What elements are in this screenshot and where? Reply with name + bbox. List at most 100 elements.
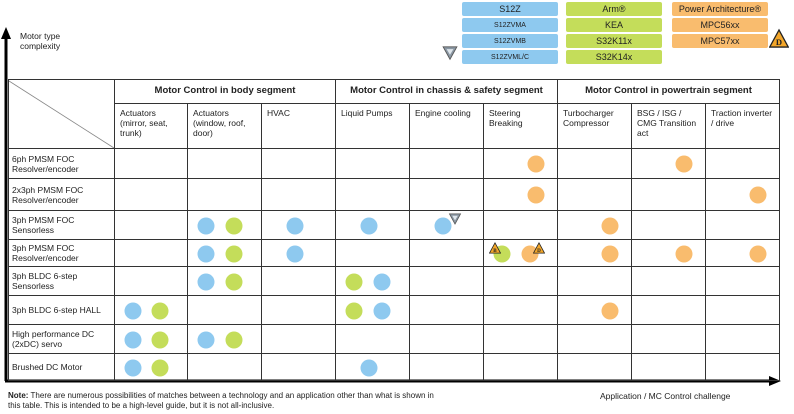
orange-family-match-dot	[527, 186, 545, 204]
svg-text:D: D	[776, 37, 782, 47]
matrix-cell	[558, 179, 632, 211]
matrix-cell	[706, 296, 780, 325]
v-shield-icon	[442, 45, 458, 66]
legend-orange-item: MPC56xx	[672, 18, 768, 32]
green-family-match-dot	[345, 273, 363, 290]
matrix-cell	[558, 296, 632, 325]
matrix-cell	[410, 211, 484, 240]
blue-family-match-dot	[197, 245, 215, 262]
note-label: Note:	[8, 391, 29, 400]
matrix-cell	[262, 149, 336, 179]
column-header: Steering Breaking	[484, 104, 558, 149]
matrix-cell	[115, 267, 188, 296]
matrix-cell	[706, 179, 780, 211]
matrix-cell	[484, 149, 558, 179]
warning-triangle-d-icon: D	[532, 241, 546, 259]
blue-family-match-dot	[434, 217, 452, 234]
matrix-cell	[336, 267, 410, 296]
green-family-match-dot	[225, 273, 243, 290]
note-text: There are numerous possibilities of matc…	[8, 391, 434, 410]
column-header: Actuators (mirror, seat, trunk)	[115, 104, 188, 149]
orange-family-match-dot	[521, 245, 539, 262]
green-family-match-dot	[151, 359, 169, 376]
matrix-cell	[706, 267, 780, 296]
matrix-cell	[188, 149, 262, 179]
matrix-cell	[410, 354, 484, 381]
matrix-cell	[115, 211, 188, 240]
y-axis-arrow	[1, 27, 11, 39]
legend-blue-item: S12ZVMA	[462, 18, 558, 32]
legend-green-item: KEA	[566, 18, 662, 32]
matrix-cell	[336, 325, 410, 354]
footnote: Note: There are numerous possibilities o…	[8, 391, 448, 411]
matrix-cell	[706, 149, 780, 179]
row-header: Brushed DC Motor	[8, 354, 115, 381]
column-header: Traction inverter / drive	[706, 104, 780, 149]
matrix-cell	[706, 325, 780, 354]
matrix-cell	[115, 179, 188, 211]
legend-blue-item: S12ZVMB	[462, 34, 558, 48]
orange-family-match-dot	[527, 155, 545, 173]
legend-orange-item: Power Architecture®	[672, 2, 768, 16]
legend-blue-item: S12ZVML/C	[462, 50, 558, 64]
matrix-cell	[410, 149, 484, 179]
matrix-cell	[558, 267, 632, 296]
matrix-cell	[336, 240, 410, 267]
x-axis-label: Application / MC Control challenge	[600, 391, 731, 401]
matrix-cell	[336, 296, 410, 325]
column-header: Actuators (window, roof, door)	[188, 104, 262, 149]
matrix-cell	[262, 296, 336, 325]
column-header: Turbocharger Compressor	[558, 104, 632, 149]
column-header: HVAC	[262, 104, 336, 149]
green-family-match-dot	[225, 245, 243, 262]
matrix-cell	[336, 179, 410, 211]
matrix-cell	[410, 296, 484, 325]
blue-family-match-dot	[360, 217, 378, 234]
warning-triangle-b-icon: B	[488, 241, 501, 259]
matrix-cell	[484, 267, 558, 296]
blue-family-match-dot	[286, 217, 304, 234]
legend-green-item: S32K11x	[566, 34, 662, 48]
green-family-match-dot	[225, 217, 243, 234]
blue-family-match-dot	[286, 245, 304, 262]
row-header: 3ph BLDC 6-step HALL	[8, 296, 115, 325]
matrix-cell	[188, 179, 262, 211]
legend-blue-item: S12Z	[462, 2, 558, 16]
orange-family-match-dot	[675, 155, 693, 173]
blue-family-match-dot	[360, 359, 378, 376]
column-header: BSG / ISG / CMG Transition act	[632, 104, 706, 149]
matrix-cell	[706, 211, 780, 240]
blue-family-match-dot	[124, 331, 142, 348]
matrix-cell	[262, 211, 336, 240]
table-border	[8, 79, 780, 381]
matrix-cell	[115, 296, 188, 325]
matrix-cell	[262, 267, 336, 296]
green-family-match-dot	[225, 331, 243, 348]
blue-family-match-dot	[197, 217, 215, 234]
orange-family-match-dot	[601, 217, 619, 234]
matrix-cell	[188, 296, 262, 325]
segment-header: Motor Control in chassis & safety segmen…	[336, 79, 558, 104]
matrix-cell	[115, 354, 188, 381]
matrix-cell	[484, 240, 558, 267]
matrix-cell	[632, 267, 706, 296]
matrix-cell	[115, 240, 188, 267]
green-family-match-dot	[151, 331, 169, 348]
matrix-cell	[410, 267, 484, 296]
svg-text:B: B	[493, 247, 497, 253]
row-header: 3ph PMSM FOC Resolver/encoder	[8, 240, 115, 267]
corner-diagonal	[8, 80, 115, 149]
column-header: Liquid Pumps	[336, 104, 410, 149]
matrix-cell	[706, 240, 780, 267]
matrix-cell	[188, 267, 262, 296]
matrix-cell	[706, 354, 780, 381]
blue-family-match-dot	[124, 302, 142, 319]
matrix-cell	[558, 240, 632, 267]
matrix-cell	[115, 149, 188, 179]
matrix-cell	[558, 325, 632, 354]
matrix-cell	[632, 296, 706, 325]
v-shield-icon	[449, 212, 462, 230]
matrix-cell	[484, 354, 558, 381]
